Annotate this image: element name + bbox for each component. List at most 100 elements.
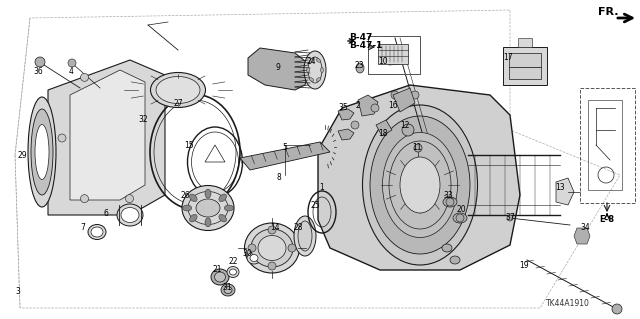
Text: 32: 32 [138, 115, 148, 124]
Text: 26: 26 [180, 190, 190, 199]
Text: 5: 5 [283, 144, 287, 152]
Text: 8: 8 [276, 174, 282, 182]
Ellipse shape [383, 132, 458, 238]
Ellipse shape [247, 252, 261, 264]
Text: 29: 29 [17, 151, 27, 160]
Text: 20: 20 [456, 205, 466, 214]
Text: 11: 11 [412, 144, 422, 152]
Circle shape [81, 195, 88, 203]
Ellipse shape [309, 59, 314, 62]
Text: 23: 23 [354, 61, 364, 70]
Polygon shape [48, 60, 165, 215]
Ellipse shape [450, 256, 460, 264]
Text: 12: 12 [400, 121, 410, 130]
Bar [580, 88, 635, 203]
Text: 36: 36 [33, 68, 43, 77]
Text: 6: 6 [104, 209, 108, 218]
Text: 34: 34 [580, 224, 590, 233]
Ellipse shape [211, 269, 229, 285]
Ellipse shape [224, 286, 232, 293]
Ellipse shape [370, 116, 470, 254]
Ellipse shape [298, 221, 312, 251]
Bar [378, 44, 408, 64]
Circle shape [81, 73, 88, 81]
Ellipse shape [182, 186, 234, 231]
Polygon shape [70, 70, 145, 200]
Text: B-47-1: B-47-1 [349, 41, 382, 50]
Circle shape [288, 244, 296, 252]
Ellipse shape [316, 78, 321, 81]
Polygon shape [393, 88, 415, 112]
Text: 13: 13 [555, 183, 565, 192]
Text: 4: 4 [68, 68, 74, 77]
Ellipse shape [244, 223, 300, 273]
Text: 15: 15 [184, 140, 194, 150]
Ellipse shape [221, 284, 235, 296]
Ellipse shape [196, 199, 220, 217]
Text: 10: 10 [378, 56, 388, 65]
Circle shape [248, 244, 256, 252]
Text: FR.: FR. [598, 7, 618, 17]
Bar [509, 53, 541, 67]
Text: 1: 1 [319, 183, 324, 192]
Bar [503, 47, 547, 85]
Ellipse shape [219, 194, 227, 202]
Text: B-47: B-47 [349, 33, 372, 41]
Text: 21: 21 [212, 265, 221, 275]
Ellipse shape [35, 124, 49, 180]
Circle shape [456, 214, 464, 222]
Polygon shape [556, 178, 574, 205]
Text: 28: 28 [293, 224, 303, 233]
Text: 3: 3 [15, 286, 20, 295]
Polygon shape [318, 85, 520, 270]
Polygon shape [358, 95, 378, 116]
Ellipse shape [258, 235, 286, 261]
Text: 18: 18 [378, 129, 388, 137]
Circle shape [35, 57, 45, 67]
Circle shape [125, 195, 134, 203]
Text: 35: 35 [338, 103, 348, 113]
Polygon shape [338, 109, 354, 120]
Circle shape [577, 231, 587, 241]
Ellipse shape [294, 216, 316, 256]
Ellipse shape [188, 191, 228, 225]
Text: 14: 14 [270, 224, 280, 233]
Ellipse shape [117, 204, 143, 226]
Ellipse shape [362, 105, 477, 265]
Text: 17: 17 [503, 54, 513, 63]
Ellipse shape [356, 63, 364, 73]
Circle shape [402, 124, 414, 136]
Circle shape [411, 91, 419, 99]
Bar [509, 67, 541, 79]
Text: TK44A1910: TK44A1910 [546, 299, 590, 308]
Ellipse shape [214, 272, 225, 282]
Circle shape [371, 104, 379, 112]
Text: 19: 19 [519, 261, 529, 270]
Text: 7: 7 [81, 224, 85, 233]
Text: 9: 9 [276, 63, 280, 72]
Text: E-8: E-8 [600, 216, 614, 225]
Ellipse shape [321, 68, 323, 72]
Circle shape [68, 59, 76, 67]
Ellipse shape [28, 97, 56, 207]
Polygon shape [338, 129, 354, 140]
Ellipse shape [400, 157, 440, 213]
Text: 16: 16 [388, 101, 398, 110]
Ellipse shape [442, 244, 452, 252]
Ellipse shape [150, 72, 205, 108]
Circle shape [612, 304, 622, 314]
Ellipse shape [453, 213, 467, 223]
Ellipse shape [251, 229, 293, 267]
Text: 25: 25 [310, 201, 320, 210]
Ellipse shape [224, 205, 234, 211]
Ellipse shape [250, 255, 258, 262]
Polygon shape [574, 228, 590, 244]
Ellipse shape [205, 189, 211, 198]
Ellipse shape [230, 269, 237, 275]
Text: 22: 22 [228, 257, 237, 266]
Circle shape [507, 215, 513, 221]
Ellipse shape [31, 109, 53, 195]
Ellipse shape [121, 207, 139, 222]
Ellipse shape [205, 218, 211, 227]
Circle shape [58, 134, 66, 142]
